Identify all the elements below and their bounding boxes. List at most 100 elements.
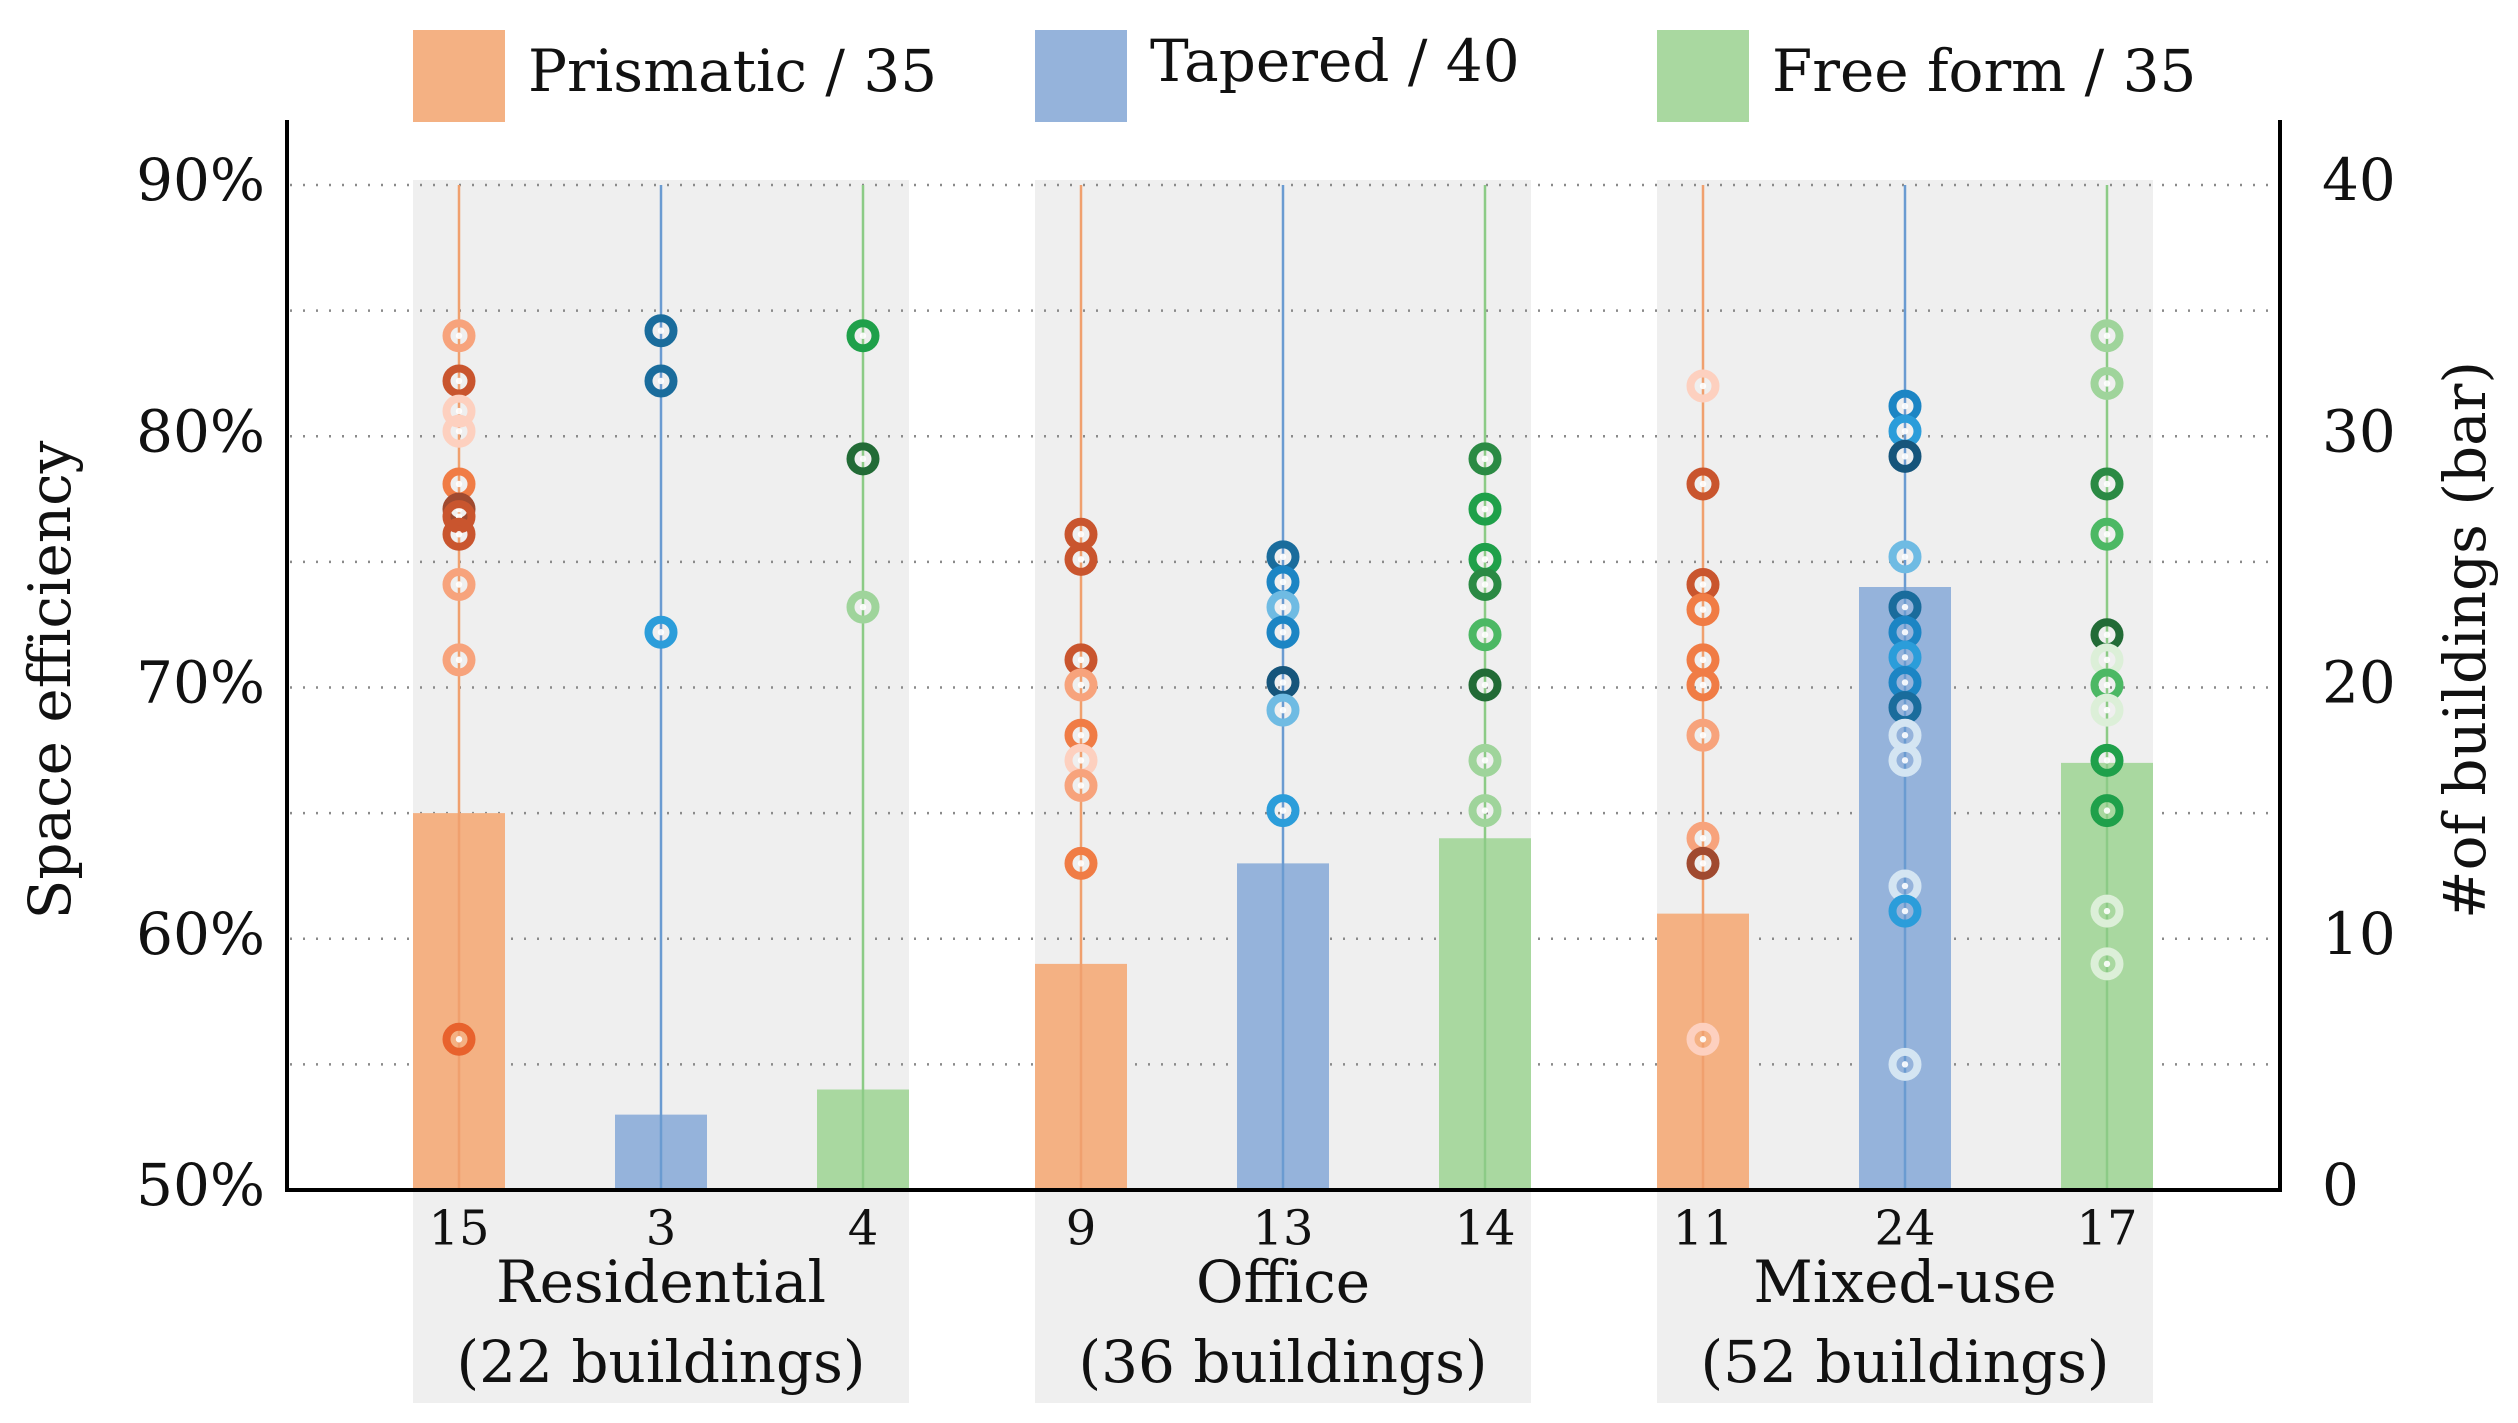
x-count-label: 14: [1454, 1201, 1515, 1257]
data-point-center: [1279, 553, 1287, 561]
axes: [285, 120, 2282, 1192]
data-point-center: [1699, 656, 1707, 664]
data-point-center: [657, 629, 665, 636]
data-point: [1468, 492, 1502, 526]
data-point-center: [1481, 505, 1489, 513]
data-point: [1468, 567, 1502, 601]
data-point-center: [2103, 531, 2111, 538]
data-point: [1686, 718, 1720, 752]
group-label-0: Residential: [496, 1248, 826, 1316]
data-point: [846, 590, 880, 624]
data-point: [1468, 442, 1502, 476]
data-point: [644, 364, 678, 398]
left-tick-label: 60%: [136, 900, 265, 968]
data-point-center: [2103, 757, 2111, 764]
data-point-center: [1901, 603, 1909, 611]
data-point-center: [2103, 631, 2111, 638]
data-point-center: [1699, 681, 1707, 689]
data-point-center: [1699, 835, 1707, 842]
group-label-1: Office: [1196, 1248, 1370, 1316]
data-point-center: [1901, 679, 1909, 686]
data-point-center: [1901, 757, 1909, 764]
x-labels: 15 3 4 Residential (22 buildings) 9 13 14 Office…: [428, 1201, 2137, 1397]
data-point: [442, 394, 476, 428]
left-tick-label: 80%: [136, 397, 265, 465]
data-point-center: [1077, 732, 1085, 739]
data-point: [1686, 467, 1720, 501]
legend-swatch-tapered: [1035, 30, 1127, 122]
right-tick-label: 40: [2322, 146, 2396, 214]
data-point: [2090, 794, 2124, 828]
data-point: [846, 442, 880, 476]
left-tick-label: 50%: [136, 1151, 265, 1219]
data-point: [2090, 743, 2124, 777]
data-point-center: [455, 1036, 463, 1043]
data-point-center: [1077, 656, 1085, 664]
x-count-label: 4: [848, 1201, 879, 1257]
data-point: [442, 364, 476, 398]
data-point-center: [2103, 480, 2111, 488]
data-point: [1064, 668, 1098, 702]
data-point-center: [1077, 782, 1085, 789]
data-point: [1686, 369, 1720, 403]
x-count-label: 24: [1874, 1201, 1935, 1257]
legend-label-prismatic: Prismatic / 35: [528, 37, 937, 105]
data-point-center: [1901, 402, 1909, 410]
data-point-center: [657, 377, 665, 385]
data-point-center: [859, 455, 867, 463]
data-point-center: [455, 332, 463, 339]
data-point: [1266, 693, 1300, 727]
data-point-center: [1077, 556, 1085, 563]
data-point-center: [2103, 332, 2111, 339]
data-point: [442, 517, 476, 551]
data-point: [2090, 693, 2124, 727]
data-point: [1468, 618, 1502, 652]
x-count-label: 3: [646, 1201, 677, 1257]
data-point-center: [1481, 757, 1489, 764]
legend-label-tapered: Tapered / 40: [1150, 27, 1520, 95]
data-point-center: [2103, 681, 2111, 689]
left-tick-label: 90%: [136, 146, 265, 214]
data-point-center: [1901, 1061, 1909, 1068]
right-tick-label: 30: [2322, 397, 2396, 465]
data-point: [442, 319, 476, 353]
data-point-center: [859, 603, 867, 611]
data-point-center: [2103, 706, 2111, 714]
left-tick-label: 70%: [136, 649, 265, 717]
data-point: [1266, 615, 1300, 649]
data-point: [1468, 743, 1502, 777]
x-count-label: 13: [1252, 1201, 1313, 1257]
data-point: [846, 319, 880, 353]
data-point-center: [2103, 656, 2111, 664]
data-point: [442, 643, 476, 677]
data-point: [1064, 542, 1098, 576]
data-point-center: [1901, 629, 1909, 636]
legend-label-freeform: Free form / 35: [1772, 37, 2196, 105]
x-count-label: 17: [2076, 1201, 2137, 1257]
data-point-center: [1279, 679, 1287, 686]
data-point-center: [2103, 960, 2111, 968]
data-points: [442, 314, 2124, 1081]
data-point-center: [1279, 629, 1287, 636]
data-point-center: [1077, 531, 1085, 538]
right-tick-label: 10: [2322, 900, 2396, 968]
data-point: [1888, 894, 1922, 928]
data-point-center: [1077, 757, 1085, 764]
data-point: [442, 414, 476, 448]
data-point-center: [1699, 732, 1707, 739]
data-point: [2090, 947, 2124, 981]
data-point-center: [1901, 453, 1909, 460]
data-point: [442, 1022, 476, 1056]
data-point-center: [1901, 704, 1909, 711]
data-point-center: [859, 332, 867, 339]
data-point-center: [1077, 860, 1085, 867]
data-point-center: [1901, 654, 1909, 661]
data-point: [442, 567, 476, 601]
right-axis-title: #of buildings (bar): [2431, 361, 2499, 919]
data-point: [2090, 894, 2124, 928]
data-point: [1468, 668, 1502, 702]
data-point-center: [1901, 428, 1909, 435]
data-point: [1686, 846, 1720, 880]
data-point-center: [1481, 581, 1489, 588]
